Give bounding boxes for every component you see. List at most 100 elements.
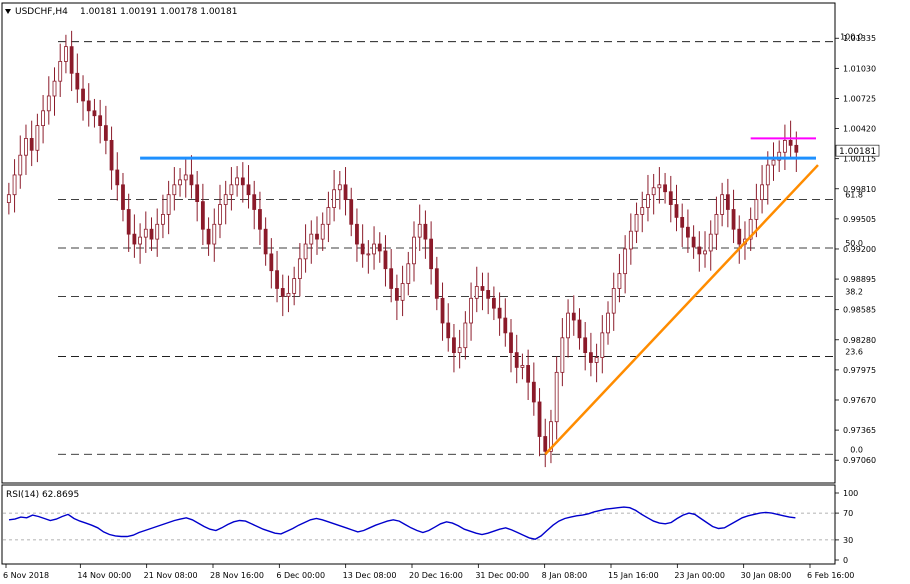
candle	[566, 299, 570, 358]
candle	[463, 311, 468, 360]
candle	[315, 216, 319, 255]
rsi-label: RSI(14) 62.8695	[6, 490, 79, 500]
candle	[115, 152, 120, 201]
candle	[200, 183, 205, 246]
time-tick-label: 15 Jan 16:00	[608, 571, 659, 580]
rsi-axis: 100 70 30 0	[835, 489, 858, 565]
time-axis: 6 Nov 2018 14 Nov 00:00 21 Nov 08:00 28 Nov…	[3, 564, 854, 580]
candle	[178, 168, 182, 197]
price-tick-label: 0.97670	[843, 396, 876, 405]
candle	[12, 159, 17, 213]
candle	[503, 298, 508, 347]
price-tick-label: 1.00420	[843, 125, 876, 134]
candle	[520, 353, 525, 380]
candle	[788, 120, 793, 160]
candle	[429, 221, 434, 285]
candle	[497, 292, 502, 336]
candle	[406, 251, 411, 296]
candle	[457, 329, 462, 369]
price-tick-label: 0.97975	[843, 366, 876, 375]
time-tick-label: 20 Dec 16:00	[409, 571, 463, 580]
candle	[69, 30, 74, 92]
candle	[269, 238, 274, 289]
candle	[172, 167, 177, 211]
fib-label-4: 23.6	[845, 348, 863, 357]
candle	[92, 98, 97, 128]
candle	[349, 187, 354, 237]
candle	[731, 189, 736, 244]
price-tick-label: 0.98585	[843, 306, 876, 315]
candle	[46, 76, 51, 125]
candle	[52, 67, 57, 116]
candle	[537, 388, 542, 457]
candle	[161, 194, 165, 239]
candle	[617, 253, 622, 303]
candle	[400, 265, 405, 317]
time-tick-label: 31 Dec 00:00	[475, 571, 529, 580]
candle	[423, 210, 428, 259]
candle	[737, 215, 742, 264]
time-tick-label: 6 Nov 2018	[3, 571, 49, 580]
time-tick-label: 30 Jan 08:00	[741, 571, 792, 580]
candle	[657, 167, 662, 204]
candle	[412, 221, 416, 282]
candle	[309, 220, 314, 264]
candle	[577, 308, 582, 350]
candle	[440, 282, 445, 341]
candle	[646, 174, 650, 222]
candle	[708, 220, 713, 271]
candle	[297, 243, 302, 297]
svg-text:1.00181: 1.00181	[839, 147, 876, 157]
fib-label-2: 50.0	[845, 239, 863, 248]
candle	[81, 75, 85, 121]
candle	[263, 217, 268, 266]
candle	[583, 322, 588, 371]
dropdown-arrow-icon[interactable]	[5, 9, 11, 14]
candle	[218, 184, 222, 239]
candle	[138, 223, 142, 264]
candle	[366, 240, 371, 274]
candle	[754, 183, 759, 238]
candle	[292, 266, 297, 306]
candle	[24, 124, 28, 175]
trendlines	[140, 137, 819, 456]
candle	[571, 295, 576, 336]
rsi-panel-frame	[1, 484, 836, 565]
time-tick-label: 14 Nov 00:00	[77, 571, 131, 580]
candle	[166, 180, 171, 235]
candle	[18, 135, 23, 189]
time-tick-label: 21 Nov 08:00	[144, 571, 198, 580]
candle	[143, 211, 148, 253]
candle	[760, 165, 764, 214]
fib-label-0: 100.0	[840, 33, 863, 42]
price-tick-label: 0.97365	[843, 426, 876, 435]
fib-label-3: 38.2	[845, 287, 863, 296]
candle	[480, 272, 485, 311]
candle	[286, 275, 291, 313]
rsi-tick-label: 100	[843, 489, 858, 498]
price-tick-label: 0.98895	[843, 275, 876, 284]
price-tick-label: 0.99505	[843, 215, 876, 224]
candle	[703, 231, 707, 268]
candle	[372, 226, 376, 270]
candle	[748, 207, 753, 251]
candle	[674, 184, 679, 232]
time-tick-label: 8 Jan 08:00	[542, 571, 588, 580]
candle	[434, 256, 439, 311]
candle	[103, 105, 108, 155]
symbol-label: USDCHF,H4	[15, 7, 68, 17]
candle	[680, 203, 685, 247]
fib-label-5: 0.0	[850, 445, 863, 454]
candle	[588, 332, 593, 377]
candle	[777, 140, 782, 172]
candle	[474, 266, 479, 313]
candle	[229, 167, 234, 211]
price-tick-label: 1.00115	[843, 155, 876, 164]
candle	[64, 34, 68, 74]
time-tick-label: 13 Dec 08:00	[343, 571, 397, 580]
candle	[126, 193, 131, 252]
candle	[686, 209, 690, 253]
candle	[628, 213, 633, 265]
price-tick-label: 1.01335	[843, 34, 876, 43]
current-price-tag: 1.00181	[835, 144, 880, 157]
